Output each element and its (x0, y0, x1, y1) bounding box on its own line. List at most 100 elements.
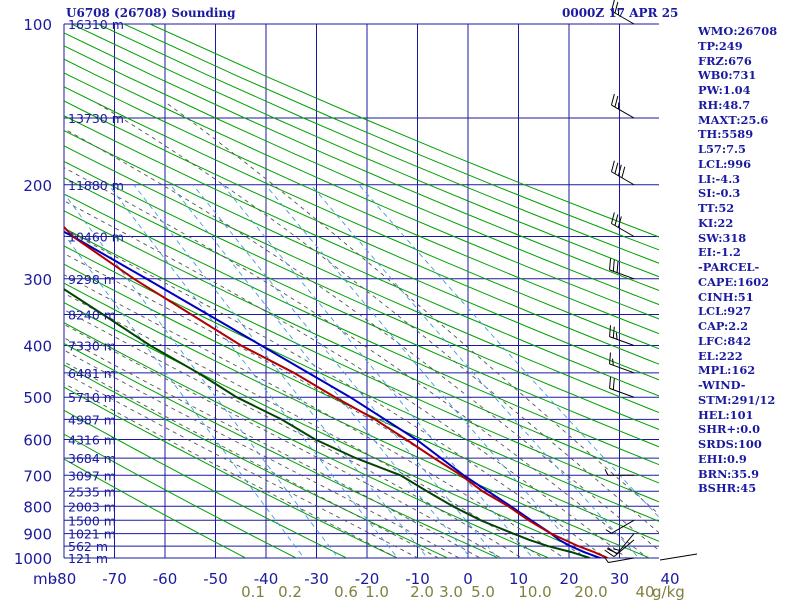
dry-adiabat (64, 193, 659, 466)
wind-barb (604, 469, 634, 476)
wind-barb-feather (609, 258, 612, 270)
mixing-ratio-line (358, 184, 659, 518)
temp-tick-label: -60 (153, 570, 178, 588)
dry-adiabat (71, 24, 659, 278)
moist-adiabat (64, 349, 461, 558)
dry-adiabat (64, 301, 601, 558)
dry-adiabat (64, 227, 659, 503)
pressure-label: 900 (23, 526, 52, 544)
wind-barb-feather (612, 326, 615, 339)
stat-line: EI:-1.2 (698, 245, 741, 260)
dry-adiabat (64, 115, 659, 381)
stat-line: RH:48.7 (698, 97, 751, 112)
wind-barb-feather (612, 259, 615, 272)
wind-barb-feather (604, 549, 615, 558)
wind-barb-feather (607, 547, 618, 555)
moist-adiabat (164, 101, 659, 515)
wind-barb-feather (612, 378, 615, 390)
wind-barb-staff (616, 533, 635, 554)
stat-line: BRN:35.9 (698, 466, 760, 481)
wind-barb-feather (615, 332, 618, 340)
stat-line: FRZ:676 (698, 53, 752, 68)
wind-barb-feather (621, 166, 626, 178)
stat-line: STM:291/12 (698, 392, 776, 407)
wind-barb-feather (610, 0, 615, 12)
temp-tick-label: -40 (254, 570, 279, 588)
temp-tick-label: 30 (610, 570, 629, 588)
stat-line: TH:5589 (698, 127, 754, 142)
height-label: 3097 m (68, 468, 116, 483)
moist-adiabat (64, 274, 565, 558)
stat-line: MPL:162 (698, 363, 756, 378)
temp-tick-label: -30 (304, 570, 329, 588)
stat-line: CINH:51 (698, 289, 754, 304)
dry-adiabat (123, 24, 659, 251)
wind-barb-staff (611, 223, 635, 237)
wind-barb-staff (609, 269, 635, 280)
temp-tick-label: 40 (660, 570, 679, 588)
temp-tick-label: -20 (355, 570, 380, 588)
wind-barb-feather (605, 529, 612, 534)
pressure-label: 500 (23, 389, 52, 407)
height-label: 562 m (68, 539, 108, 554)
stat-line: TP:249 (698, 38, 743, 53)
wind-barb-feather (614, 95, 619, 108)
temp-tick-label: -70 (102, 570, 127, 588)
stat-line: LCL:996 (698, 156, 752, 171)
dry-adiabat (64, 364, 449, 558)
height-label: 10460 m (68, 229, 124, 244)
height-label: 16310 m (68, 17, 124, 32)
wind-barb (609, 352, 635, 374)
temp-tick-label: -80 (52, 570, 77, 588)
dry-adiabat (64, 32, 659, 291)
mixing-ratio-label: 20.0 (574, 583, 607, 600)
dry-adiabat (64, 245, 659, 522)
time-title: 0000Z 17 APR 25 (562, 6, 679, 20)
wind-barb-staff (613, 539, 635, 558)
y-unit-label: mb (33, 570, 57, 588)
wind-barb (610, 93, 635, 119)
wind-barb (609, 376, 635, 398)
height-label: 2003 m (68, 499, 116, 514)
mixing-ratio-line (133, 184, 429, 558)
wind-barb-feather (609, 352, 612, 364)
temp-tick-label: -50 (203, 570, 228, 588)
mixing-ratio-label: 10.0 (518, 583, 551, 600)
wind-barb-feather (617, 164, 622, 176)
wind-barb-staff (608, 557, 635, 564)
mixing-ratio-line (310, 184, 640, 558)
stat-line: -WIND- (698, 378, 746, 392)
wind-barb (609, 325, 635, 346)
mixing-ratio-label: 0.1 (241, 583, 265, 600)
wind-barb-feather (614, 162, 619, 174)
dry-adiabat (64, 58, 659, 320)
moist-adiabat (64, 292, 544, 558)
pressure-label: 800 (23, 498, 52, 516)
stat-line: HEL:101 (698, 407, 754, 422)
height-label: 2535 m (68, 484, 116, 499)
pressure-label: 700 (23, 467, 52, 485)
pressure-label: 100 (23, 16, 52, 34)
surface-wind-line (659, 553, 698, 561)
moist-adiabat (64, 323, 502, 558)
mixing-ratio-unit: g/kg (652, 583, 685, 600)
wind-barb-feather (610, 160, 615, 172)
mixing-ratio-label: 3.0 (439, 583, 463, 600)
moist-adiabat (64, 337, 481, 558)
height-label: 121 m (68, 551, 108, 566)
wind-barb (610, 0, 635, 25)
wind-barb (610, 160, 635, 186)
wind-barb-feather (609, 376, 612, 389)
height-label: 13730 m (68, 111, 124, 126)
dry-adiabat (64, 129, 659, 397)
dewpoint-trace (64, 287, 591, 558)
wind-barb-staff (611, 171, 635, 186)
dry-adiabat (64, 45, 659, 306)
pressure-label: 300 (23, 271, 52, 289)
mixing-ratio-label: 40 (635, 583, 654, 600)
moist-adiabat (64, 200, 628, 558)
wind-barb-feather (614, 214, 619, 226)
dry-adiabat (64, 72, 659, 335)
parcel-trace (64, 230, 606, 558)
